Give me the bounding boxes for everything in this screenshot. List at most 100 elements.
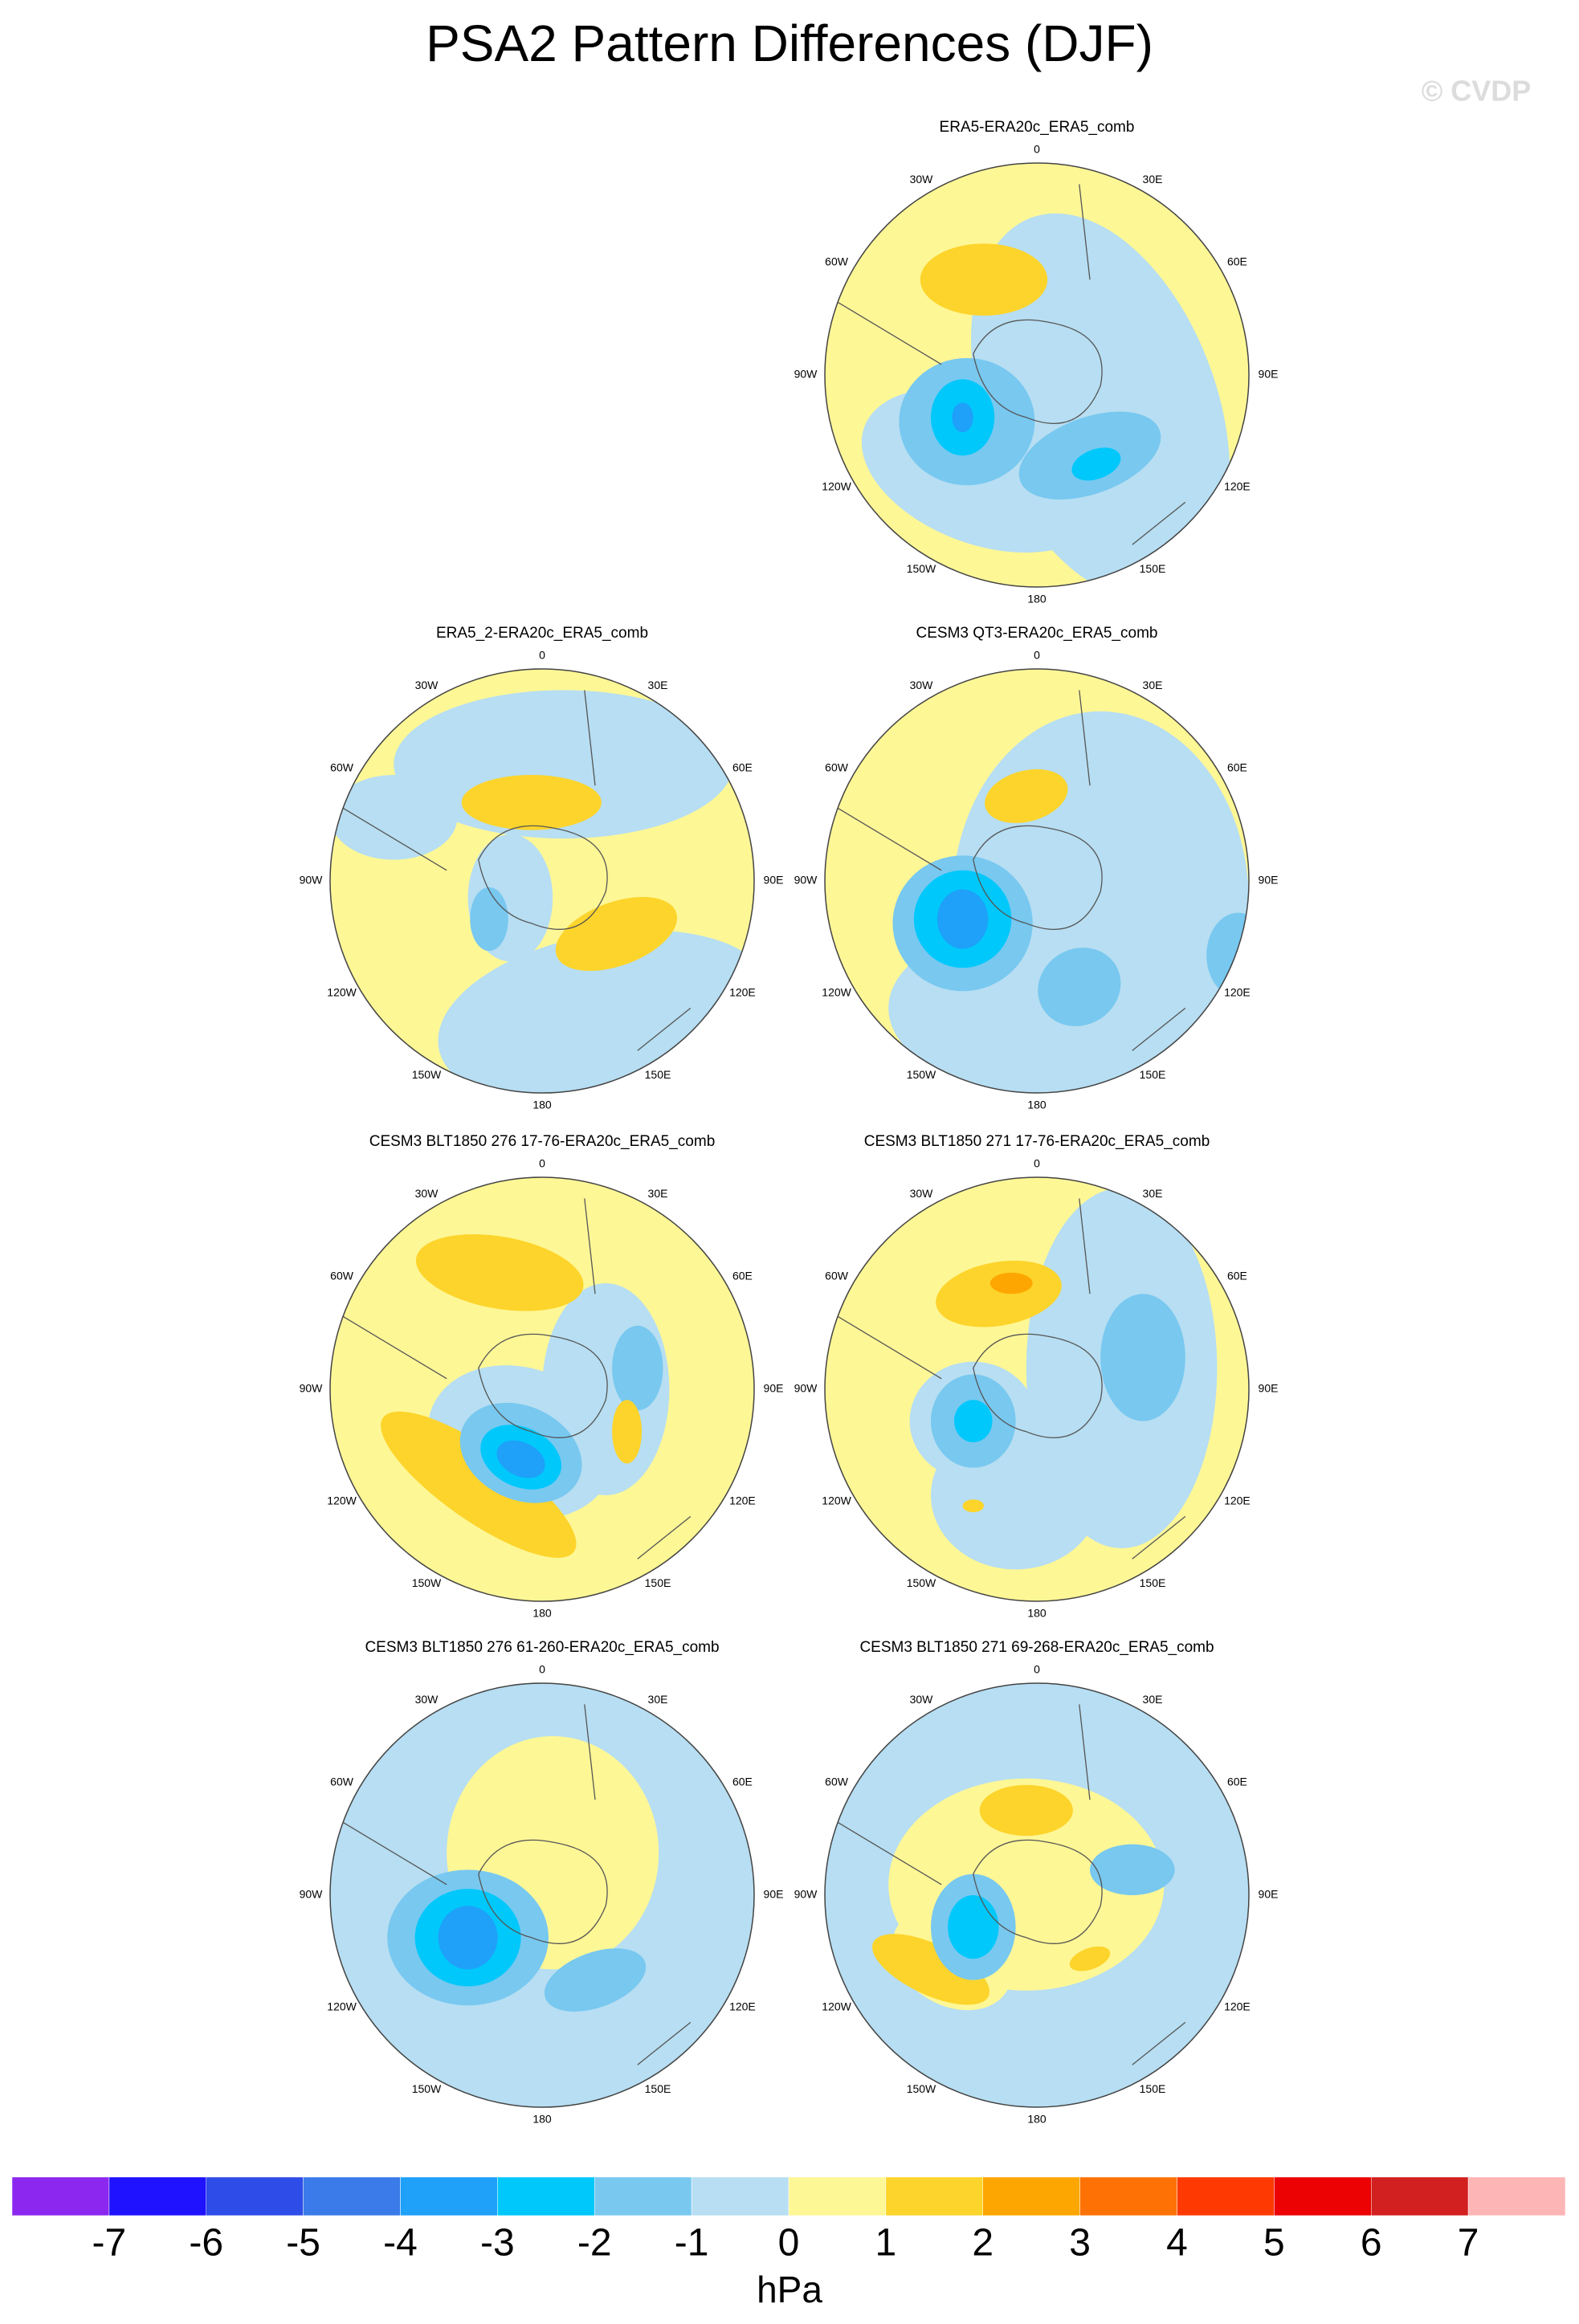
colorbar-box bbox=[206, 2176, 304, 2216]
longitude-label: 150W bbox=[412, 1068, 442, 1081]
longitude-label: 120E bbox=[1224, 1494, 1251, 1507]
longitude-label: 30E bbox=[1143, 1187, 1163, 1200]
longitude-label: 120W bbox=[822, 986, 851, 999]
longitude-label: 60E bbox=[732, 1776, 753, 1788]
contour-region bbox=[962, 1499, 985, 1513]
longitude-label: 30W bbox=[910, 173, 934, 186]
contour-region bbox=[1206, 912, 1249, 998]
longitude-label: 30E bbox=[648, 1187, 668, 1200]
colorbar-tick-label: 0 bbox=[778, 2222, 800, 2265]
colorbar-box bbox=[982, 2176, 1080, 2216]
colorbar-tick-label: 3 bbox=[1069, 2222, 1091, 2265]
longitude-label: 0 bbox=[1034, 1157, 1040, 1170]
longitude-label: 180 bbox=[532, 1099, 552, 1111]
contour-region bbox=[612, 1400, 643, 1464]
longitude-label: 120E bbox=[729, 986, 756, 999]
panel-title: ERA5-ERA20c_ERA5_comb bbox=[940, 119, 1135, 136]
contour-region bbox=[920, 243, 1048, 316]
contour-region bbox=[470, 887, 508, 952]
map bbox=[330, 1683, 754, 2107]
longitude-label: 150W bbox=[907, 2082, 936, 2095]
longitude-label: 150E bbox=[645, 1068, 671, 1081]
contour-region bbox=[381, 1411, 577, 1558]
colorbar-tick-label: -7 bbox=[92, 2222, 127, 2265]
contour-region bbox=[330, 775, 458, 860]
colorbar-tick-label: -6 bbox=[189, 2222, 223, 2265]
colorbar-box bbox=[11, 2176, 110, 2216]
longitude-label: 60E bbox=[1227, 255, 1247, 268]
longitude-label: 150E bbox=[1140, 1576, 1166, 1589]
colorbar-box bbox=[1371, 2176, 1469, 2216]
colorbar-tick-label: -2 bbox=[577, 2222, 612, 2265]
longitude-label: 120W bbox=[822, 480, 851, 493]
map bbox=[825, 1177, 1249, 1601]
colorbar-tick-label: -1 bbox=[675, 2222, 709, 2265]
colorbar-tick-label: -4 bbox=[383, 2222, 418, 2265]
colorbar-tick-label: 7 bbox=[1458, 2222, 1479, 2265]
panel-title: CESM3 BLT1850 276 17-76-ERA20c_ERA5_comb bbox=[369, 1133, 716, 1150]
longitude-label: 30W bbox=[415, 1187, 439, 1200]
longitude-label: 30E bbox=[1143, 173, 1163, 186]
longitude-label: 60E bbox=[1227, 1776, 1247, 1788]
colorbar-tick-label: 1 bbox=[875, 2222, 897, 2265]
longitude-label: 120W bbox=[822, 2000, 851, 2013]
longitude-label: 120W bbox=[327, 986, 357, 999]
longitude-label: 150E bbox=[1140, 562, 1166, 575]
longitude-label: 150W bbox=[907, 1576, 936, 1589]
colorbar-tick-label: 4 bbox=[1166, 2222, 1188, 2265]
longitude-label: 180 bbox=[1027, 593, 1047, 605]
map-border bbox=[824, 1176, 1250, 1602]
longitude-label: 120E bbox=[729, 1494, 756, 1507]
longitude-label: 60W bbox=[330, 761, 354, 774]
colorbar-box bbox=[691, 2176, 790, 2216]
contour-region bbox=[1090, 1844, 1175, 1896]
longitude-label: 60W bbox=[825, 1776, 849, 1788]
longitude-label: 90E bbox=[764, 874, 784, 887]
longitude-label: 120E bbox=[1224, 480, 1251, 493]
colorbar-tick-label: -5 bbox=[286, 2222, 320, 2265]
longitude-label: 30W bbox=[910, 1693, 934, 1706]
longitude-label: 0 bbox=[1034, 1663, 1040, 1676]
colorbar-box bbox=[594, 2176, 692, 2216]
contour-region bbox=[952, 402, 973, 433]
longitude-label: 180 bbox=[1027, 1607, 1047, 1620]
longitude-label: 120W bbox=[327, 2000, 357, 2013]
contour-region bbox=[555, 896, 678, 972]
longitude-label: 30W bbox=[415, 1693, 439, 1706]
longitude-label: 60W bbox=[330, 1776, 354, 1788]
map bbox=[330, 669, 754, 1093]
longitude-label: 90W bbox=[794, 1888, 818, 1901]
longitude-label: 90E bbox=[1259, 1382, 1279, 1395]
longitude-label: 60E bbox=[732, 1270, 753, 1282]
longitude-label: 90W bbox=[300, 874, 324, 887]
map bbox=[825, 163, 1249, 587]
longitude-label: 150W bbox=[907, 1068, 936, 1081]
colorbar-box bbox=[400, 2176, 498, 2216]
longitude-label: 90E bbox=[764, 1382, 784, 1395]
longitude-label: 90E bbox=[764, 1888, 784, 1901]
contour-region bbox=[936, 889, 989, 949]
longitude-label: 180 bbox=[1027, 2113, 1047, 2126]
colorbar-box bbox=[1177, 2176, 1275, 2216]
map bbox=[330, 1177, 754, 1601]
contour-region bbox=[1071, 447, 1121, 481]
longitude-label: 120W bbox=[327, 1494, 357, 1507]
colorbar-tick-label: 5 bbox=[1263, 2222, 1285, 2265]
longitude-label: 0 bbox=[539, 1157, 545, 1170]
map bbox=[825, 669, 1249, 1093]
colorbar-box bbox=[1467, 2176, 1566, 2216]
longitude-label: 90E bbox=[1259, 1888, 1279, 1901]
panel-title: CESM3 QT3-ERA20c_ERA5_comb bbox=[916, 625, 1158, 642]
longitude-label: 60E bbox=[732, 761, 753, 774]
contour-region bbox=[979, 1784, 1073, 1837]
longitude-label: 30E bbox=[648, 679, 668, 691]
longitude-label: 90W bbox=[300, 1382, 324, 1395]
map-border bbox=[824, 162, 1250, 588]
contour-region bbox=[415, 1233, 584, 1311]
map-border bbox=[329, 668, 755, 1094]
coastline bbox=[834, 690, 1186, 1051]
longitude-label: 60W bbox=[825, 255, 849, 268]
longitude-label: 150W bbox=[907, 562, 936, 575]
longitude-label: 120E bbox=[1224, 986, 1251, 999]
